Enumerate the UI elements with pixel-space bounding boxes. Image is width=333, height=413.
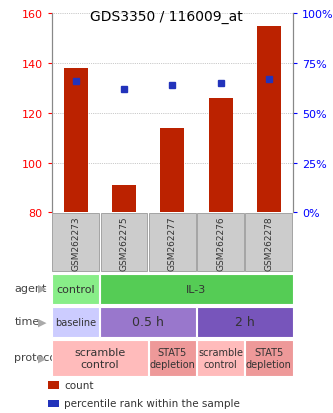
Bar <box>160 128 184 213</box>
Text: count: count <box>64 380 94 390</box>
Text: percentile rank within the sample: percentile rank within the sample <box>64 399 240 408</box>
Bar <box>64 69 88 213</box>
Bar <box>149 340 196 376</box>
Text: GDS3350 / 116009_at: GDS3350 / 116009_at <box>90 10 243 24</box>
Text: GSM262276: GSM262276 <box>216 216 225 270</box>
Text: GSM262273: GSM262273 <box>71 216 80 270</box>
Bar <box>197 307 293 337</box>
Bar <box>101 214 148 271</box>
Text: scramble
control: scramble control <box>198 347 243 369</box>
Bar <box>197 340 244 376</box>
Bar <box>52 307 100 337</box>
Text: ▶: ▶ <box>38 283 47 293</box>
Text: GSM262278: GSM262278 <box>264 216 273 270</box>
Text: GSM262275: GSM262275 <box>120 216 129 270</box>
Bar <box>48 400 59 407</box>
Text: agent: agent <box>15 283 47 293</box>
Bar <box>52 274 100 304</box>
Bar <box>245 214 292 271</box>
Text: ▶: ▶ <box>38 353 47 363</box>
Text: baseline: baseline <box>55 317 96 327</box>
Bar <box>257 27 281 213</box>
Bar <box>208 99 233 213</box>
Text: STAT5
depletion: STAT5 depletion <box>246 347 292 369</box>
Bar <box>52 214 99 271</box>
Text: time: time <box>15 316 40 326</box>
Text: STAT5
depletion: STAT5 depletion <box>150 347 195 369</box>
Text: GSM262277: GSM262277 <box>168 216 177 270</box>
Text: IL-3: IL-3 <box>186 284 206 294</box>
Text: ▶: ▶ <box>38 316 47 326</box>
Bar <box>245 340 293 376</box>
Bar <box>100 307 196 337</box>
Bar <box>100 274 293 304</box>
Bar <box>112 185 136 213</box>
Text: 2 h: 2 h <box>235 316 255 329</box>
Text: control: control <box>57 284 95 294</box>
Text: scramble
control: scramble control <box>74 347 126 369</box>
Bar <box>52 340 148 376</box>
Bar <box>149 214 196 271</box>
Bar <box>48 382 59 389</box>
Bar <box>197 214 244 271</box>
Text: 0.5 h: 0.5 h <box>132 316 164 329</box>
Text: protocol: protocol <box>15 353 60 363</box>
